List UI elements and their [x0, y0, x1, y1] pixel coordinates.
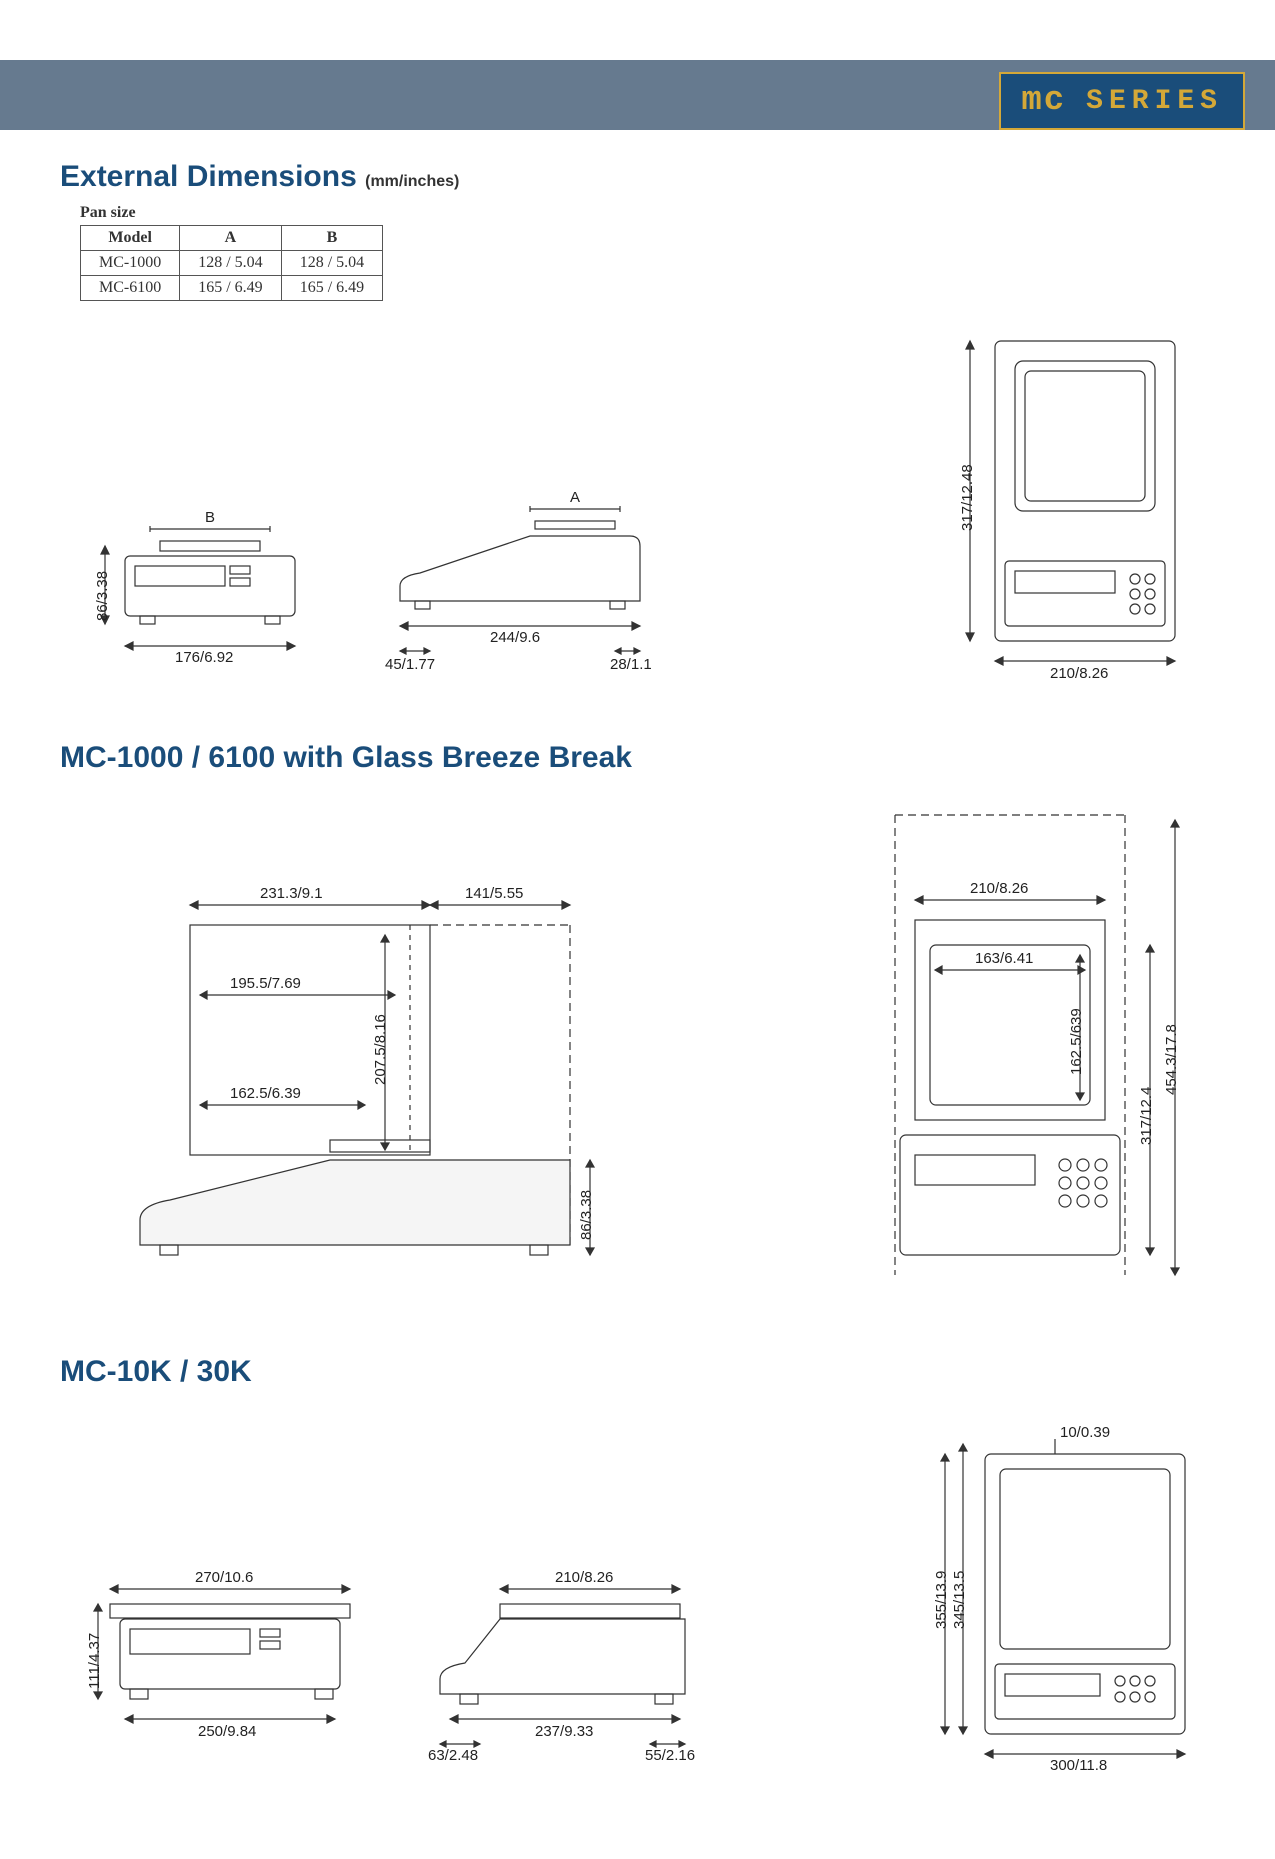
dim-inner-w: 163/6.41 [975, 950, 1033, 967]
dim-base-width: 237/9.33 [535, 1723, 593, 1740]
dim-inner1: 195.5/7.69 [230, 975, 301, 992]
dim-rear-offset: 28/1.1 [610, 656, 652, 673]
units-text: (mm/inches) [365, 173, 459, 190]
dim-width: 210/8.26 [1050, 665, 1108, 682]
dim-base-width: 250/9.84 [198, 1723, 256, 1740]
cell: 165 / 6.49 [281, 276, 382, 301]
section1-diagrams-row: B 86/3.38 176/6.92 [60, 331, 1215, 691]
dim-front-offset: 45/1.77 [385, 656, 435, 673]
col-b: B [281, 226, 382, 251]
s3-side-view: 210/8.26 237/9.33 63/2.48 55/2.16 [410, 1569, 720, 1769]
dim-width: 244/9.6 [490, 629, 540, 646]
dim-width: 300/11.8 [1050, 1757, 1107, 1774]
cell: 128 / 5.04 [281, 251, 382, 276]
breeze-break-title: MC-1000 / 6100 with Glass Breeze Break [60, 741, 1215, 775]
dim-base-h: 86/3.38 [578, 1190, 595, 1240]
header-bar: mc SERIES [0, 60, 1275, 130]
table-row: MC-6100 165 / 6.49 165 / 6.49 [81, 276, 383, 301]
dim-total-h: 454.3/17.8 [1163, 1024, 1180, 1095]
title-text: External Dimensions [60, 160, 357, 193]
dim-front-offset: 63/2.48 [428, 1747, 478, 1764]
logo-mc-text: mc [1021, 82, 1066, 120]
top-blank-band [0, 0, 1275, 60]
cell: 165 / 6.49 [180, 276, 281, 301]
mc10k-30k-title: MC-10K / 30K [60, 1355, 1215, 1389]
table-header-row: Model A B [81, 226, 383, 251]
dim-inner2: 162.5/6.39 [230, 1085, 301, 1102]
col-model: Model [81, 226, 180, 251]
s1-side-view: A 244/9.6 45/1.77 28/1.1 [370, 491, 670, 691]
logo-series-text: SERIES [1086, 86, 1223, 117]
s3-front-view: 270/10.6 111/4.37 250/9.84 [70, 1569, 370, 1769]
section2-diagrams-row: 231.3/9.1 141/5.55 195.5/7.69 162.5/6.39… [60, 805, 1215, 1305]
s2-side-view: 231.3/9.1 141/5.55 195.5/7.69 162.5/6.39… [130, 875, 650, 1305]
dim-h1: 355/13.9 [933, 1571, 950, 1629]
col-a: A [180, 226, 281, 251]
dim-height: 317/12.48 [959, 464, 976, 531]
dim-top-width: 210/8.26 [555, 1569, 613, 1586]
cell: MC-1000 [81, 251, 180, 276]
s1-top-view: 210/8.26 317/12.48 [935, 331, 1215, 691]
pan-size-table: Pan size Model A B MC-1000 128 / 5.04 12… [80, 204, 383, 301]
dim-height: 86/3.38 [94, 571, 111, 621]
page-content: External Dimensions (mm/inches) Pan size… [0, 130, 1275, 1859]
dim-top-width: 270/10.6 [195, 1569, 253, 1586]
dim-mid-h: 317/12.4 [1138, 1087, 1155, 1145]
cell: MC-6100 [81, 276, 180, 301]
section3-diagrams-row: 270/10.6 111/4.37 250/9.84 [60, 1429, 1215, 1769]
dim-width: 210/8.26 [970, 880, 1028, 897]
s2-top-view: 210/8.26 163/6.41 162.5/639 317/12.4 454… [855, 805, 1215, 1305]
s1-front-view: B 86/3.38 176/6.92 [70, 511, 330, 691]
mc-series-logo: mc SERIES [999, 72, 1245, 130]
label-a: A [570, 489, 580, 506]
dim-rear-offset: 55/2.16 [645, 1747, 695, 1764]
dim-top-offset: 141/5.55 [465, 885, 523, 902]
dim-top-width: 231.3/9.1 [260, 885, 323, 902]
dim-width: 176/6.92 [175, 649, 233, 666]
label-b: B [205, 509, 215, 526]
s3-top-view: 10/0.39 355/13.9 345/13.5 300/11.8 [915, 1429, 1215, 1769]
dim-h2: 345/13.5 [951, 1571, 968, 1629]
dim-inner-h: 207.5/8.16 [372, 1014, 389, 1085]
table-row: MC-1000 128 / 5.04 128 / 5.04 [81, 251, 383, 276]
external-dimensions-title: External Dimensions (mm/inches) [60, 160, 1215, 194]
pan-size-caption: Pan size [80, 204, 383, 225]
dim-inner-h: 162.5/639 [1068, 1008, 1085, 1075]
dim-top-offset: 10/0.39 [1060, 1424, 1110, 1441]
dim-height: 111/4.37 [86, 1633, 103, 1689]
cell: 128 / 5.04 [180, 251, 281, 276]
